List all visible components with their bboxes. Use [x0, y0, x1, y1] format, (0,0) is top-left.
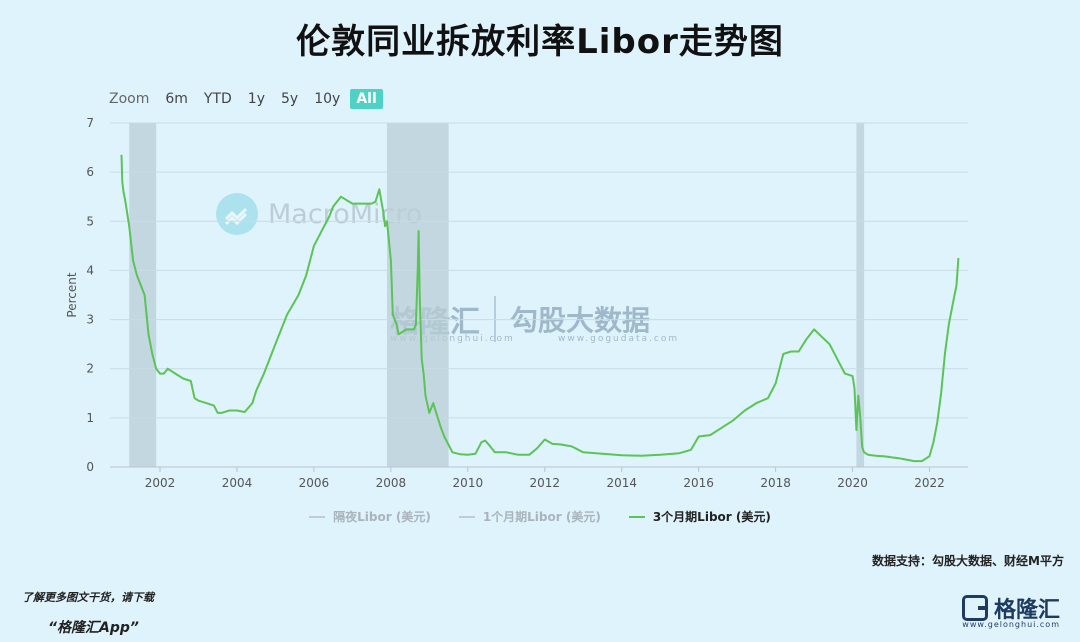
gogudata-watermark-text: 勾股大数据 — [510, 304, 651, 337]
series-line-3m-libor — [120, 154, 960, 463]
x-tick-label: 2014 — [606, 476, 637, 490]
gelonghui-watermark-url: www.gelonghui.com — [390, 334, 515, 344]
gelonghui-logo-icon — [961, 595, 988, 621]
y-tick-label: 4 — [86, 263, 94, 277]
legend-label-1m: 1个月期Libor (美元) — [482, 510, 601, 524]
footer-logo-url: www.gelonghui.com — [962, 620, 1060, 629]
recession-band-0 — [129, 123, 157, 467]
x-tick-label: 2012 — [529, 476, 560, 490]
footer-promo-line1: 了解更多图文干货，请下载 — [22, 591, 154, 604]
y-tick-label: 0 — [86, 460, 94, 474]
legend-swatch-overnight — [309, 515, 326, 518]
x-tick-label: 2016 — [683, 476, 714, 490]
zoom-6m-button[interactable]: 6m — [165, 91, 188, 107]
legend-item-1m[interactable]: 1个月期Libor (美元) — [458, 508, 601, 525]
zoom-toolbar: Zoom 6m YTD 1y 5y 10y All — [109, 88, 387, 110]
zoom-5y-button[interactable]: 5y — [281, 91, 299, 107]
legend-label-3m: 3个月期Libor (美元) — [652, 510, 771, 524]
legend-swatch-3m — [628, 515, 645, 518]
chart-title: 伦敦同业拆放利率Libor走势图 — [296, 22, 784, 62]
zoom-10y-button[interactable]: 10y — [314, 91, 341, 107]
x-tick-label: 2010 — [453, 476, 484, 490]
recession-band-2 — [856, 123, 865, 467]
gogudata-watermark-url: www.gogudata.com — [558, 334, 680, 344]
legend-item-overnight[interactable]: 隔夜Libor (美元) — [309, 508, 431, 525]
legend-swatch-1m — [458, 515, 475, 518]
zoom-ytd-button[interactable]: YTD — [203, 91, 232, 107]
zoom-all-button[interactable]: All — [350, 89, 383, 109]
x-tick-label: 2020 — [837, 476, 868, 490]
y-axis-label: Percent — [65, 272, 79, 317]
macromicro-logo-icon — [216, 193, 258, 235]
y-tick-label: 5 — [86, 214, 94, 228]
y-tick-label: 6 — [86, 165, 94, 179]
x-tick-label: 2008 — [376, 476, 407, 490]
footer-logo-name: 格隆汇 — [993, 598, 1060, 623]
chart-legend: 隔夜Libor (美元) 1个月期Libor (美元) 3个月期Libor (美… — [0, 508, 1080, 525]
zoom-1y-button[interactable]: 1y — [247, 91, 265, 107]
source-text: 数据支持：勾股大数据、财经M平方 — [872, 554, 1064, 568]
x-tick-label: 2022 — [914, 476, 945, 490]
y-tick-label: 7 — [86, 116, 94, 130]
x-tick-label: 2006 — [299, 476, 330, 490]
y-tick-label: 2 — [86, 362, 94, 376]
watermark-divider — [494, 296, 496, 342]
legend-item-3m[interactable]: 3个月期Libor (美元) — [628, 508, 771, 525]
legend-label-overnight: 隔夜Libor (美元) — [333, 510, 431, 524]
x-tick-label: 2018 — [760, 476, 791, 490]
x-tick-label: 2004 — [222, 476, 253, 490]
y-tick-label: 3 — [86, 313, 94, 327]
footer-logo: 格隆汇 www.gelonghui.com — [961, 592, 1060, 629]
footer-promo-line2: “格隆汇App” — [48, 620, 139, 636]
x-tick-label: 2002 — [145, 476, 176, 490]
zoom-label: Zoom — [109, 91, 150, 107]
footer-promo: 了解更多图文干货，请下载 “格隆汇App” — [22, 589, 154, 637]
y-tick-label: 1 — [86, 411, 94, 425]
